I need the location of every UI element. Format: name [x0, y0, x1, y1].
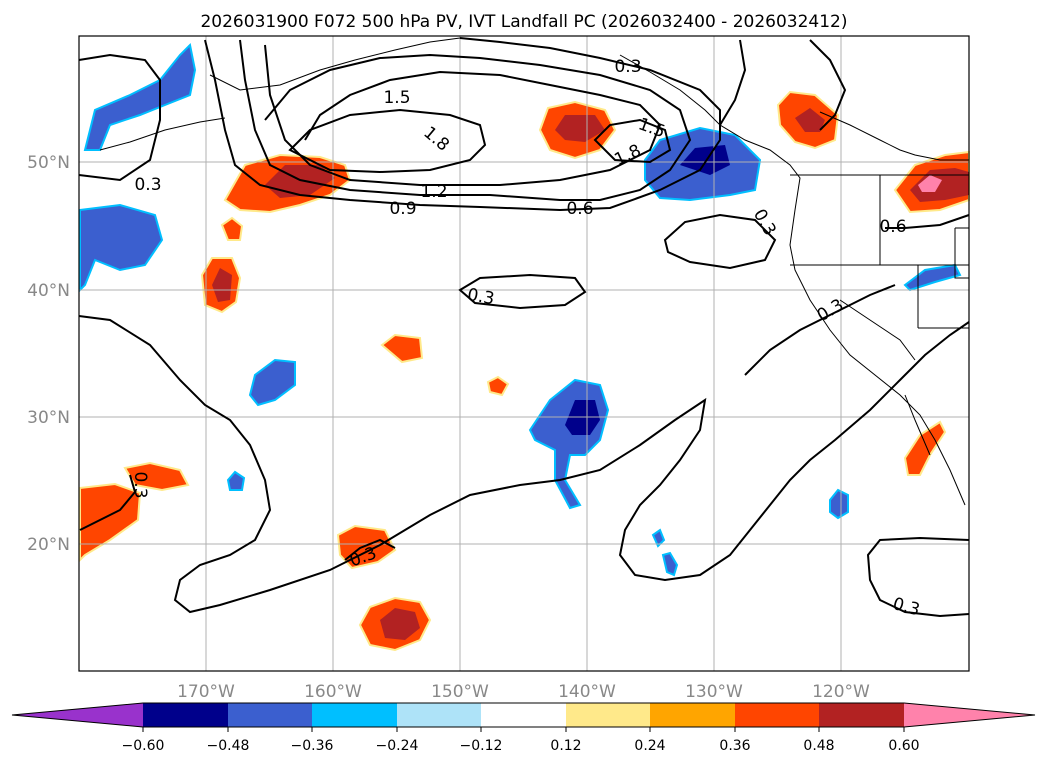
colorbar-high-extension [904, 703, 1035, 727]
pos-anomaly-core [212, 268, 232, 302]
colorbar-tick-label: 0.36 [719, 738, 750, 754]
colorbar-tick-label: −0.36 [291, 738, 334, 754]
contour-line [744, 284, 896, 376]
pos-anomaly-blob [336, 524, 397, 570]
longitude-labels: 170°W 160°W 150°W 140°W 130°W 120°W [177, 682, 870, 702]
lat-label: 30°N [27, 408, 70, 428]
colorbar-tick-label: 0.24 [634, 738, 665, 754]
pos-anomaly-core [555, 115, 605, 142]
contour-label: 0.6 [879, 217, 906, 237]
contour-label: 0.3 [466, 285, 496, 309]
lon-label: 140°W [558, 682, 616, 702]
figure-title: 2026031900 F072 500 hPa PV, IVT Landfall… [200, 12, 847, 32]
pos-anomaly-blob [486, 375, 510, 397]
contour-line [79, 474, 137, 531]
pos-anomaly-blob [123, 461, 190, 492]
contour-label: 1.5 [383, 88, 410, 108]
pos-anomaly-core [380, 608, 420, 640]
contour-line [204, 37, 721, 212]
contour-line [663, 213, 777, 270]
lon-label: 130°W [685, 682, 743, 702]
contour-line [264, 44, 662, 186]
contour-label: 1.2 [420, 182, 447, 202]
colorbar-tick-label: −0.48 [207, 738, 250, 754]
colorbar-segment [481, 703, 566, 727]
neg-anomaly-blob [248, 358, 296, 407]
contour-line [78, 315, 970, 614]
contour-line [593, 118, 672, 164]
colorbar-tick-label: 0.60 [888, 738, 919, 754]
pos-anomaly-blob [220, 216, 244, 241]
neg-anomaly-blob [651, 528, 666, 548]
latitude-labels: 50°N 40°N 30°N 20°N [27, 153, 70, 555]
pv-contours [78, 37, 970, 618]
contour-line [344, 538, 396, 561]
lon-label: 120°W [812, 682, 870, 702]
coastlines [99, 37, 969, 506]
colorbar-tick-label: −0.12 [460, 738, 503, 754]
colorbar-segment [312, 703, 397, 727]
contour-line [458, 273, 587, 310]
colorbar-ticks [142, 727, 905, 732]
lon-label: 160°W [304, 682, 362, 702]
neg-anomaly-blob [226, 470, 246, 491]
pos-anomaly-blob [380, 333, 424, 364]
map-panel: 0.3 1.5 1.8 1.2 0.9 0.3 1.5 1.8 0.6 0.3 … [27, 35, 970, 702]
neg-anomaly-blob [661, 551, 679, 577]
colorbar-segment [819, 703, 904, 727]
lat-label: 40°N [27, 281, 70, 301]
colorbar-segment [397, 703, 481, 727]
contour-label: 0.9 [389, 199, 416, 219]
lon-label: 170°W [177, 682, 235, 702]
contour-label: 0.6 [566, 199, 593, 219]
shaded-anomalies [79, 42, 970, 652]
contour-line [885, 214, 970, 229]
colorbar-segment [143, 703, 228, 727]
contour-line [239, 39, 692, 201]
contour-line [78, 53, 161, 182]
lat-label: 50°N [27, 153, 70, 173]
colorbar-low-extension [12, 703, 143, 727]
contour-label: 0.3 [134, 175, 161, 195]
neg-anomaly-blob [79, 203, 164, 293]
contour-label: 0.3 [614, 57, 641, 77]
colorbar-tick-label: 0.12 [550, 738, 581, 754]
contour-line [719, 39, 747, 126]
lat-label: 20°N [27, 535, 70, 555]
colorbar-tick-label: −0.60 [122, 738, 165, 754]
pos-anomaly-core [795, 108, 825, 132]
contour-label: 0.3 [130, 471, 150, 498]
gridlines [79, 36, 969, 671]
pos-anomaly-blob [903, 420, 947, 476]
neg-anomaly-core [680, 145, 730, 175]
pos-anomaly-peak [918, 175, 942, 192]
contour-line [288, 108, 487, 174]
neg-anomaly-blob [829, 488, 849, 520]
colorbar-segment [566, 703, 650, 727]
colorbar-tick-labels: −0.60 −0.48 −0.36 −0.24 −0.12 0.12 0.24 … [122, 738, 920, 754]
colorbar-tick-label: 0.48 [803, 738, 834, 754]
pos-anomaly-core [910, 168, 969, 202]
contour-line [866, 536, 970, 618]
colorbar-segment [228, 703, 312, 727]
colorbar: −0.60 −0.48 −0.36 −0.24 −0.12 0.12 0.24 … [11, 702, 1036, 754]
contour-line [809, 39, 847, 131]
colorbar-segment [735, 703, 819, 727]
neg-anomaly-blob [83, 42, 197, 151]
lon-label: 150°W [431, 682, 489, 702]
colorbar-segment [650, 703, 735, 727]
map-frame [78, 35, 970, 672]
colorbar-tick-label: −0.24 [376, 738, 419, 754]
